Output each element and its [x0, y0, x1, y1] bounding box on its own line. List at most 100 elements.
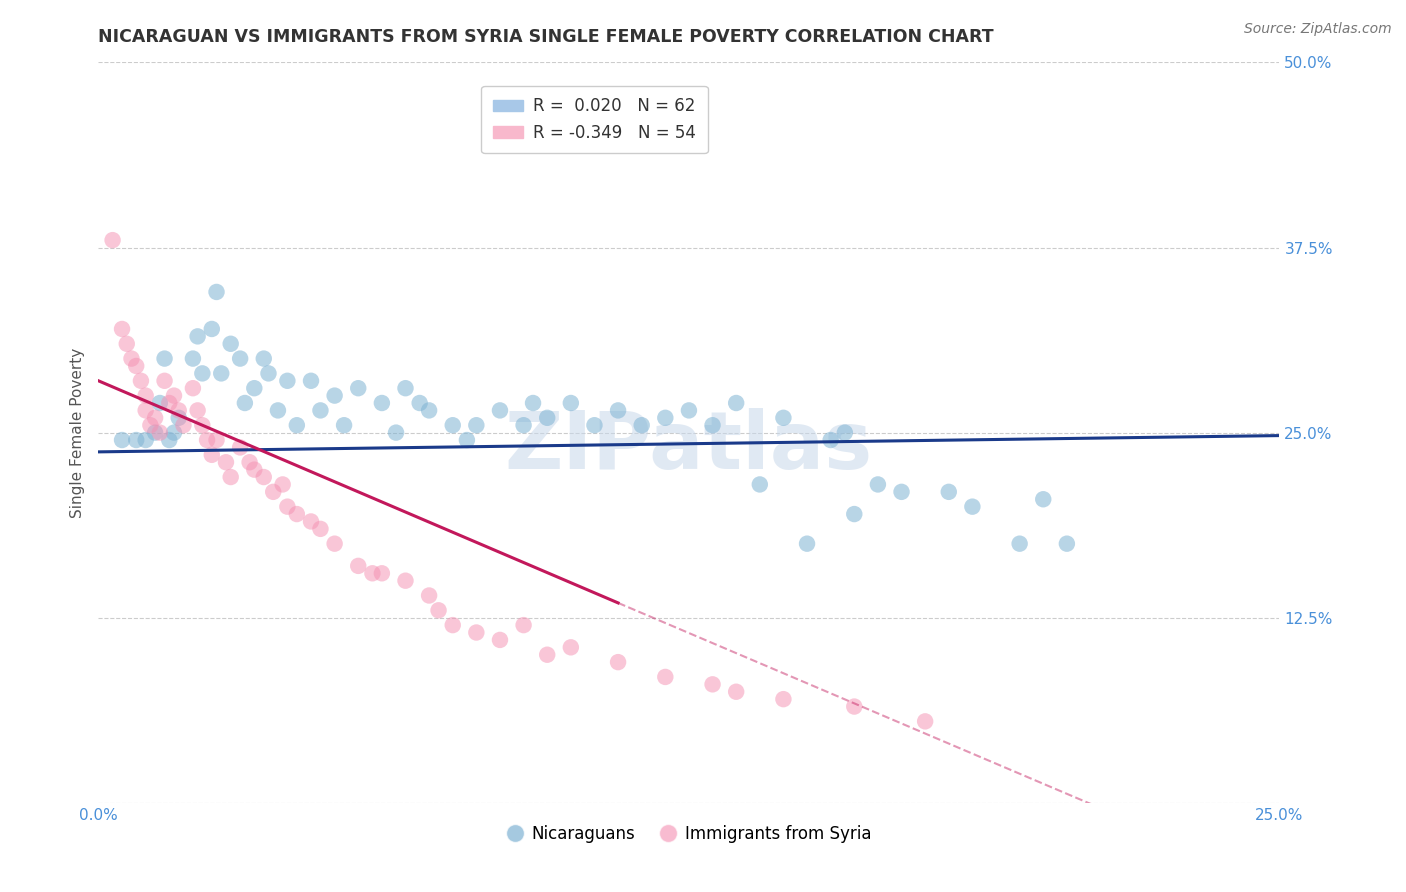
- Text: Source: ZipAtlas.com: Source: ZipAtlas.com: [1244, 22, 1392, 37]
- Point: [215, 455, 238, 469]
- Point: [187, 403, 209, 417]
- Point: [285, 507, 308, 521]
- Point: [205, 285, 228, 299]
- Point: [725, 685, 748, 699]
- Point: [820, 433, 842, 447]
- Point: [209, 367, 232, 381]
- Point: [111, 322, 134, 336]
- Y-axis label: Single Female Poverty: Single Female Poverty: [69, 348, 84, 517]
- Point: [748, 477, 770, 491]
- Point: [309, 522, 332, 536]
- Point: [309, 403, 332, 417]
- Point: [201, 322, 224, 336]
- Point: [725, 396, 748, 410]
- Point: [418, 403, 440, 417]
- Point: [257, 367, 280, 381]
- Point: [678, 403, 700, 417]
- Point: [111, 433, 134, 447]
- Point: [834, 425, 856, 440]
- Point: [702, 677, 724, 691]
- Point: [253, 351, 276, 366]
- Point: [914, 714, 936, 729]
- Point: [512, 418, 534, 433]
- Point: [153, 351, 176, 366]
- Point: [333, 418, 356, 433]
- Point: [157, 396, 180, 410]
- Point: [1032, 492, 1054, 507]
- Point: [243, 462, 266, 476]
- Point: [143, 410, 166, 425]
- Point: [276, 500, 298, 514]
- Point: [1056, 536, 1078, 550]
- Point: [844, 507, 866, 521]
- Point: [157, 433, 180, 447]
- Point: [153, 374, 176, 388]
- Point: [121, 351, 143, 366]
- Point: [702, 418, 724, 433]
- Point: [796, 536, 818, 550]
- Point: [191, 367, 214, 381]
- Point: [560, 396, 582, 410]
- Point: [347, 381, 370, 395]
- Point: [465, 418, 488, 433]
- Point: [962, 500, 984, 514]
- Point: [205, 433, 228, 447]
- Point: [262, 484, 284, 499]
- Point: [285, 418, 308, 433]
- Point: [239, 455, 262, 469]
- Point: [347, 558, 370, 573]
- Point: [181, 351, 204, 366]
- Point: [135, 388, 157, 402]
- Point: [583, 418, 606, 433]
- Point: [195, 433, 218, 447]
- Point: [115, 336, 138, 351]
- Point: [323, 536, 346, 550]
- Legend: Nicaraguans, Immigrants from Syria: Nicaraguans, Immigrants from Syria: [499, 819, 879, 850]
- Point: [418, 589, 440, 603]
- Point: [522, 396, 544, 410]
- Point: [607, 655, 630, 669]
- Point: [408, 396, 430, 410]
- Point: [299, 515, 322, 529]
- Point: [139, 418, 162, 433]
- Point: [536, 410, 558, 425]
- Point: [427, 603, 450, 617]
- Point: [371, 396, 394, 410]
- Point: [560, 640, 582, 655]
- Point: [143, 425, 166, 440]
- Point: [191, 418, 214, 433]
- Point: [441, 418, 464, 433]
- Point: [536, 648, 558, 662]
- Point: [243, 381, 266, 395]
- Point: [630, 418, 652, 433]
- Point: [233, 396, 256, 410]
- Point: [219, 336, 242, 351]
- Point: [125, 433, 148, 447]
- Point: [772, 692, 794, 706]
- Point: [172, 418, 194, 433]
- Point: [1008, 536, 1031, 550]
- Point: [489, 632, 512, 647]
- Point: [276, 374, 298, 388]
- Point: [163, 388, 186, 402]
- Point: [371, 566, 394, 581]
- Point: [229, 351, 252, 366]
- Point: [361, 566, 384, 581]
- Point: [654, 410, 676, 425]
- Point: [181, 381, 204, 395]
- Point: [187, 329, 209, 343]
- Point: [890, 484, 912, 499]
- Point: [323, 388, 346, 402]
- Point: [135, 433, 157, 447]
- Point: [271, 477, 294, 491]
- Point: [229, 441, 252, 455]
- Point: [125, 359, 148, 373]
- Text: ZIPatlas: ZIPatlas: [505, 409, 873, 486]
- Point: [385, 425, 408, 440]
- Point: [456, 433, 478, 447]
- Point: [149, 396, 172, 410]
- Point: [129, 374, 152, 388]
- Point: [267, 403, 290, 417]
- Point: [101, 233, 124, 247]
- Point: [253, 470, 276, 484]
